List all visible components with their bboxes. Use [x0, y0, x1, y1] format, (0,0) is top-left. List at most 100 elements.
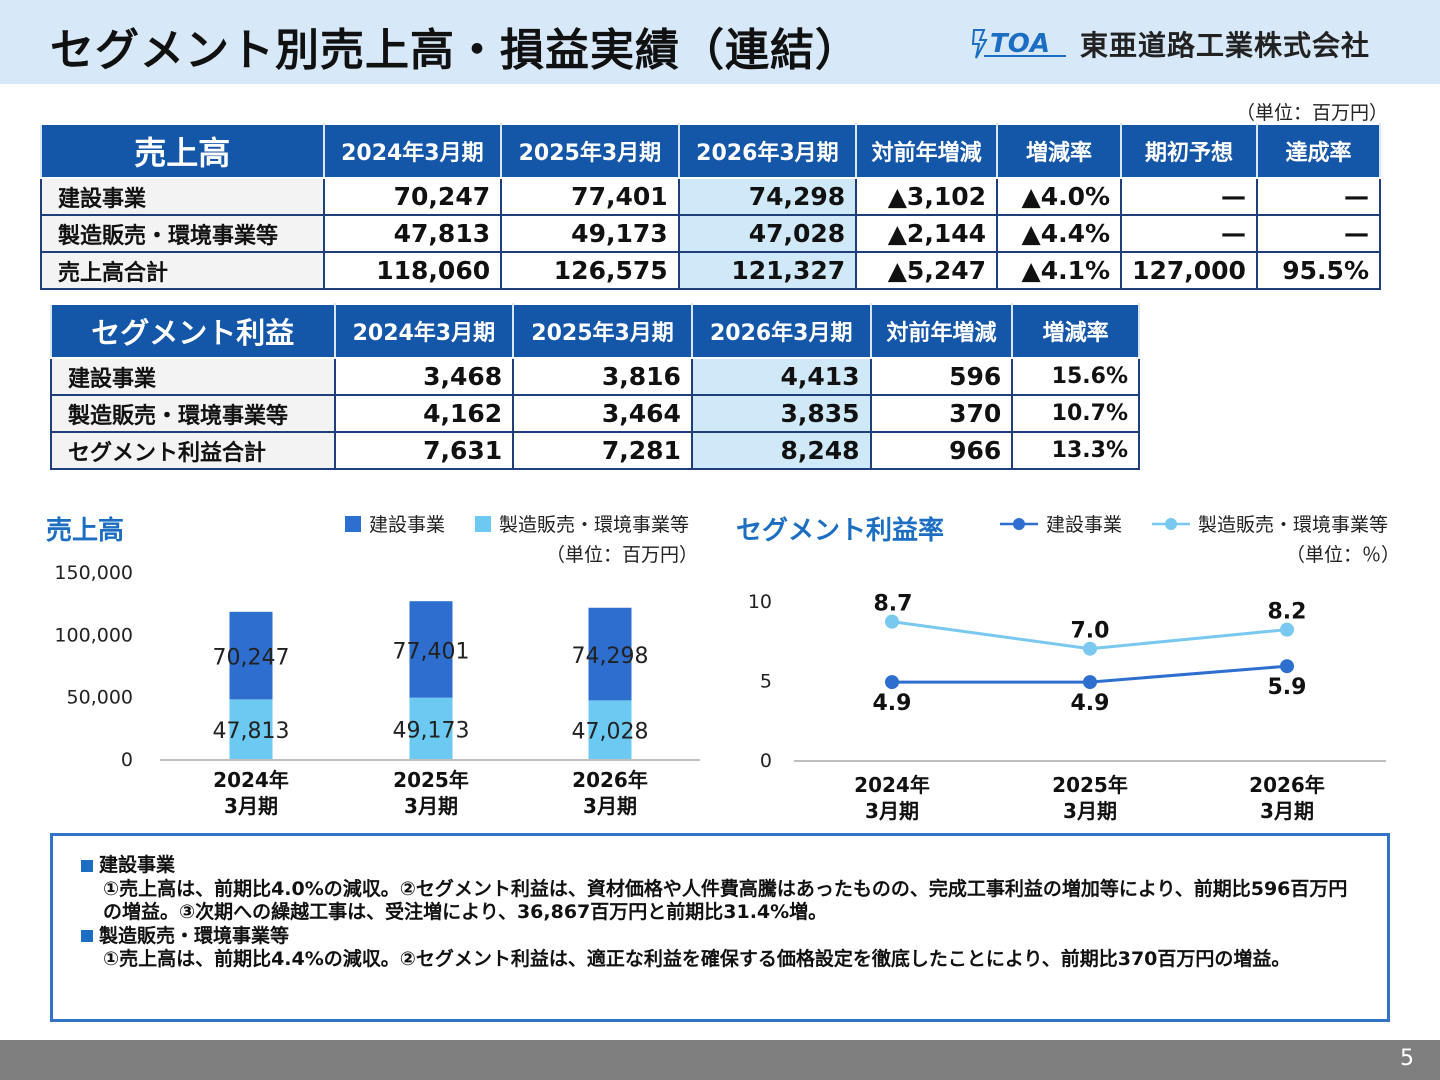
legend-line-construction-icon	[1000, 517, 1038, 530]
table-cell: 47,028	[677, 214, 858, 253]
note-text: ①売上高は、前期比4.4%の減収。②セグメント利益は、適正な利益を確保する価格設…	[103, 948, 1291, 970]
margin-chart-legend: 建設事業 製造販売・環境事業等	[1000, 510, 1388, 537]
row-label: 製造販売・環境事業等	[50, 394, 336, 433]
table-cell: 8,248	[690, 431, 872, 470]
x-tick-label: 3月期	[404, 794, 458, 818]
y-tick-label: 0	[760, 750, 772, 772]
table-cell: 118,060	[322, 251, 503, 290]
y-tick-label: 50,000	[67, 687, 133, 709]
table-cell: ▲4.4%	[996, 214, 1123, 253]
header-band	[0, 0, 1440, 84]
point-data-label: 5.9	[1268, 675, 1307, 700]
bar-data-label: 47,028	[572, 720, 649, 745]
note-heading-text: 建設事業	[99, 854, 176, 876]
bar-data-label: 47,813	[213, 719, 290, 744]
table-cell: ▲3,102	[855, 177, 999, 216]
footer-bar	[0, 1040, 1440, 1080]
point-data-label: 4.9	[873, 691, 912, 716]
y-tick-label: 150,000	[54, 562, 133, 584]
note-heading: 建設事業	[81, 854, 1359, 878]
x-tick-label: 2026年	[1249, 773, 1325, 797]
table-row: 建設事業 70,247 77,401 74,298 ▲3,102 ▲4.0% —…	[40, 177, 1382, 216]
row-label: セグメント利益合計	[50, 431, 336, 470]
margin-chart-title: セグメント利益率	[736, 516, 945, 546]
bar-segment	[229, 611, 273, 700]
x-tick-label: 3月期	[1260, 799, 1314, 823]
bar-data-label: 49,173	[393, 718, 470, 743]
table-cell: 126,575	[500, 251, 680, 290]
row-label: 建設事業	[40, 177, 325, 216]
sales-col-header: 2025年3月期	[500, 123, 680, 179]
table-cell: 3,464	[512, 394, 693, 433]
table-cell: 7,281	[512, 431, 693, 470]
row-label: 売上高合計	[40, 251, 325, 290]
legend-label: 建設事業	[369, 514, 446, 536]
sales-table-header: 売上高 2024年3月期 2025年3月期 2026年3月期 対前年増減 増減率…	[40, 123, 1382, 179]
note-heading-text: 製造販売・環境事業等	[99, 924, 290, 947]
sales-col-header: 増減率	[996, 123, 1123, 179]
profit-col-header: 2025年3月期	[512, 303, 693, 359]
y-tick-label: 0	[121, 749, 133, 771]
company-name: 東亜道路工業株式会社	[1080, 29, 1371, 62]
x-tick-label: 2026年	[572, 768, 648, 792]
table-cell: 966	[869, 431, 1014, 470]
logo-mark: TOA	[990, 29, 1050, 59]
table-row: セグメント利益合計 7,631 7,281 8,248 966 13.3%	[50, 431, 1140, 470]
point-data-label: 7.0	[1071, 619, 1110, 644]
profit-col-header: 2026年3月期	[690, 303, 872, 359]
sales-chart-unit: （単位：百万円）	[546, 544, 699, 566]
page-number: 5	[1400, 1046, 1414, 1071]
table-cell: 74,298	[677, 177, 858, 216]
x-tick-label: 2024年	[854, 773, 930, 797]
y-tick-label: 100,000	[54, 624, 133, 646]
unit-label: （単位：百万円）	[1235, 102, 1388, 124]
profit-table: セグメント利益 2024年3月期 2025年3月期 2026年3月期 対前年増減…	[50, 303, 1140, 470]
table-cell: 370	[869, 394, 1014, 433]
row-label: 製造販売・環境事業等	[40, 214, 325, 253]
x-tick-label: 3月期	[865, 799, 919, 823]
bar-segment	[229, 699, 273, 759]
point-data-label: 4.9	[1071, 691, 1110, 716]
data-point	[1083, 641, 1097, 656]
sales-col-header: 2024年3月期	[322, 123, 503, 179]
bar-segment	[588, 700, 632, 759]
profit-table-lead: セグメント利益	[50, 303, 336, 359]
table-cell: ▲4.1%	[996, 251, 1123, 290]
profit-table-header: セグメント利益 2024年3月期 2025年3月期 2026年3月期 対前年増減…	[50, 303, 1140, 359]
note-heading: 製造販売・環境事業等	[81, 925, 1359, 949]
x-tick-label: 2024年	[213, 768, 289, 792]
legend-label: 建設事業	[1046, 514, 1123, 536]
x-tick-label: 3月期	[583, 794, 637, 818]
table-row: 売上高合計 118,060 126,575 121,327 ▲5,247 ▲4.…	[40, 251, 1382, 290]
table-cell: ▲2,144	[855, 214, 999, 253]
bar-data-label: 70,247	[213, 646, 290, 671]
legend-label: 製造販売・環境事業等	[1198, 514, 1389, 536]
table-cell: 13.3%	[1011, 431, 1140, 470]
toa-logo-icon: TOA	[971, 29, 1066, 59]
table-cell: 95.5%	[1255, 251, 1382, 290]
legend-line-manufacturing-icon	[1152, 517, 1191, 530]
sales-table-lead: 売上高	[40, 123, 325, 179]
table-cell: 70,247	[322, 177, 503, 216]
table-cell: 121,327	[677, 251, 858, 290]
sales-col-header: 期初予想	[1120, 123, 1258, 179]
point-data-label: 8.7	[874, 592, 913, 617]
y-tick-label: 10	[748, 591, 772, 613]
page-title: セグメント別売上高・損益実績（連結）	[50, 25, 860, 76]
table-cell: 3,835	[690, 394, 872, 433]
table-cell: 10.7%	[1011, 394, 1140, 433]
profit-col-header: 増減率	[1011, 303, 1140, 359]
table-cell: 77,401	[500, 177, 680, 216]
bullet-square-icon	[81, 859, 93, 872]
data-point	[1280, 659, 1294, 674]
x-tick-label: 3月期	[224, 794, 278, 818]
table-cell: ▲5,247	[855, 251, 999, 290]
note-text: ①売上高は、前期比4.0%の減収。②セグメント利益は、資材価格や人件費高騰はあっ…	[103, 877, 1348, 924]
sales-table: 売上高 2024年3月期 2025年3月期 2026年3月期 対前年増減 増減率…	[40, 123, 1382, 290]
bar-segment	[409, 601, 453, 698]
legend-label: 製造販売・環境事業等	[499, 514, 690, 536]
margin-chart-unit: （単位：％）	[1286, 544, 1401, 566]
table-cell: 127,000	[1120, 251, 1258, 290]
table-cell: 7,631	[333, 431, 515, 470]
